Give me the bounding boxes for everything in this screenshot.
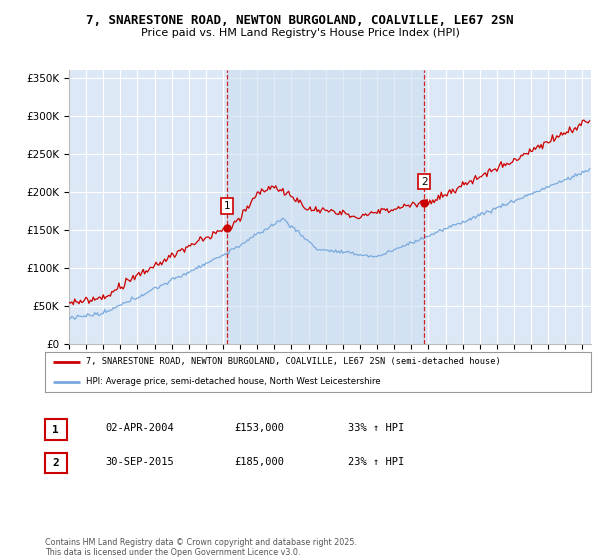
Text: £185,000: £185,000	[234, 457, 284, 467]
Text: 2: 2	[52, 458, 59, 468]
Text: £153,000: £153,000	[234, 423, 284, 433]
Text: 02-APR-2004: 02-APR-2004	[105, 423, 174, 433]
Text: 1: 1	[224, 201, 230, 211]
Text: 7, SNARESTONE ROAD, NEWTON BURGOLAND, COALVILLE, LE67 2SN: 7, SNARESTONE ROAD, NEWTON BURGOLAND, CO…	[86, 14, 514, 27]
Text: Contains HM Land Registry data © Crown copyright and database right 2025.
This d: Contains HM Land Registry data © Crown c…	[45, 538, 357, 557]
Text: 23% ↑ HPI: 23% ↑ HPI	[348, 457, 404, 467]
Text: Price paid vs. HM Land Registry's House Price Index (HPI): Price paid vs. HM Land Registry's House …	[140, 28, 460, 38]
Text: 1: 1	[52, 424, 59, 435]
Text: 2: 2	[421, 176, 427, 186]
Text: 30-SEP-2015: 30-SEP-2015	[105, 457, 174, 467]
Text: HPI: Average price, semi-detached house, North West Leicestershire: HPI: Average price, semi-detached house,…	[86, 377, 380, 386]
Text: 33% ↑ HPI: 33% ↑ HPI	[348, 423, 404, 433]
Bar	[227, 70, 424, 344]
Text: 7, SNARESTONE ROAD, NEWTON BURGOLAND, COALVILLE, LE67 2SN (semi-detached house): 7, SNARESTONE ROAD, NEWTON BURGOLAND, CO…	[86, 357, 500, 366]
